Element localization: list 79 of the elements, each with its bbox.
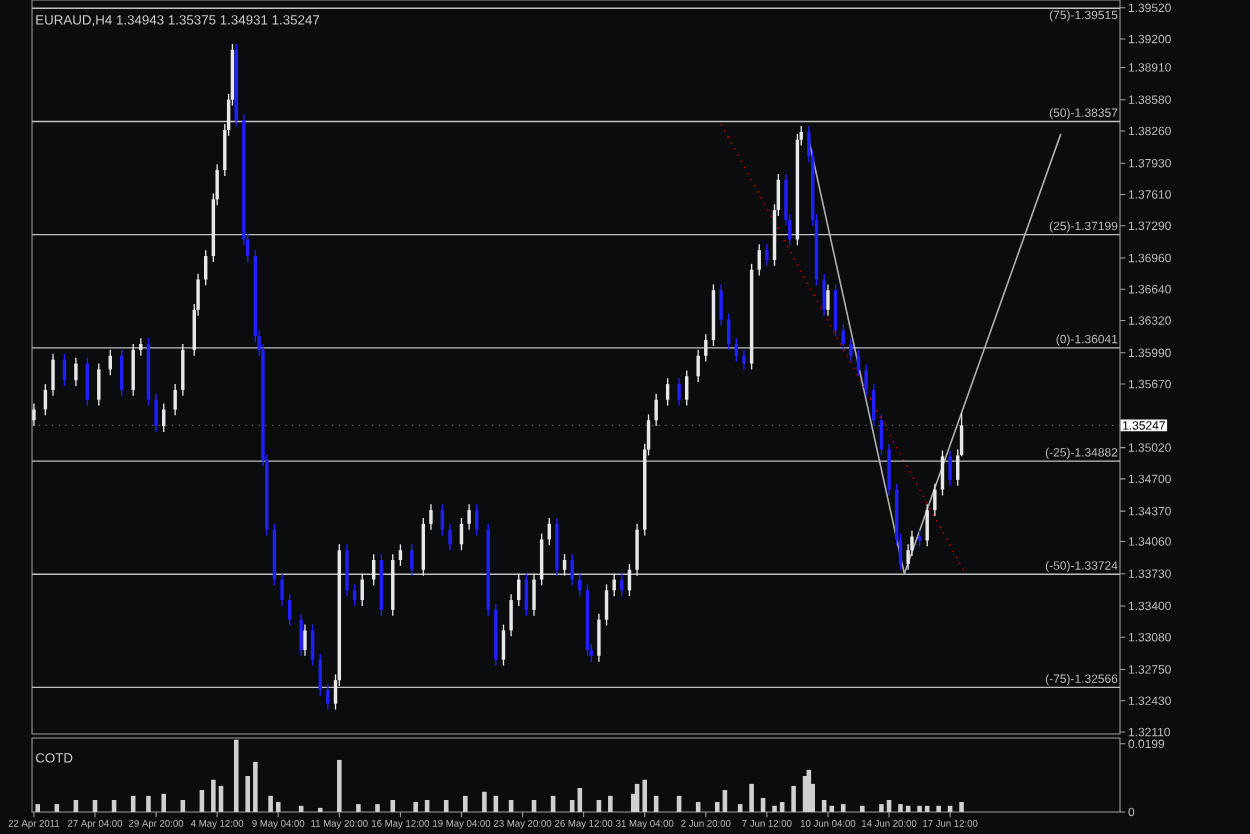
candlestick [532,573,536,617]
bar [253,761,258,812]
candlestick [173,383,177,417]
bar [482,791,487,812]
candlestick [742,349,746,371]
candlestick [475,503,479,537]
candlestick [97,362,101,407]
bar [608,795,613,812]
bar [268,795,273,812]
candlestick [719,283,723,327]
candlestick [345,543,349,597]
candlestick [303,623,307,657]
bar [233,739,239,812]
bar [772,805,777,812]
candlestick [948,449,952,487]
candlestick [539,532,544,587]
candlestick [635,523,639,577]
candlestick [734,337,739,363]
candlestick [371,553,376,587]
candlestick [181,343,185,397]
candlestick [280,573,284,607]
bar [356,804,361,812]
bar [642,779,648,812]
bar [161,793,167,812]
candlestick [933,483,937,517]
bar [898,804,903,812]
bar [840,804,846,812]
bar [924,805,930,812]
bar [860,805,865,812]
candlestick [51,353,55,397]
candlestick [925,503,929,547]
bar [146,795,151,812]
candlestick [555,517,559,577]
candlestick [299,613,303,657]
bar [413,802,418,812]
candlestick [74,357,78,387]
candlestick [448,523,452,551]
candlestick [32,402,36,427]
candlestick [597,613,601,663]
candlestick [570,553,574,587]
candlestick [578,573,582,597]
candlestick [677,377,681,407]
candlestick [326,683,330,711]
candlestick [822,272,826,317]
bar [375,804,380,812]
candlestick [287,593,292,627]
candlestick [757,243,761,277]
candlestick [429,503,433,531]
bar [749,783,754,812]
candlestick [849,337,853,363]
bar [959,802,964,812]
candlestick [696,349,700,383]
bar [211,779,216,812]
candlestick [704,333,708,363]
candlestick [765,243,769,267]
candlestick [467,503,471,531]
bar [443,799,449,812]
bar [337,759,342,812]
candlestick [154,393,158,433]
candlestick [410,543,414,577]
bar [463,795,468,812]
candlestick [887,443,891,497]
bar [35,804,41,812]
candlestick [131,343,135,397]
bar [936,805,941,812]
bar [917,805,922,812]
bar [829,805,835,812]
bar [791,785,796,812]
candlestick [654,393,658,427]
candlestick [826,283,830,317]
candlestick [864,363,868,397]
bar [390,799,396,812]
candlestick [352,583,357,607]
candlestick [612,573,616,597]
bar [275,802,281,812]
candlestick [620,573,624,597]
candlestick [440,503,445,537]
candlestick [509,593,513,637]
bar [879,804,884,812]
